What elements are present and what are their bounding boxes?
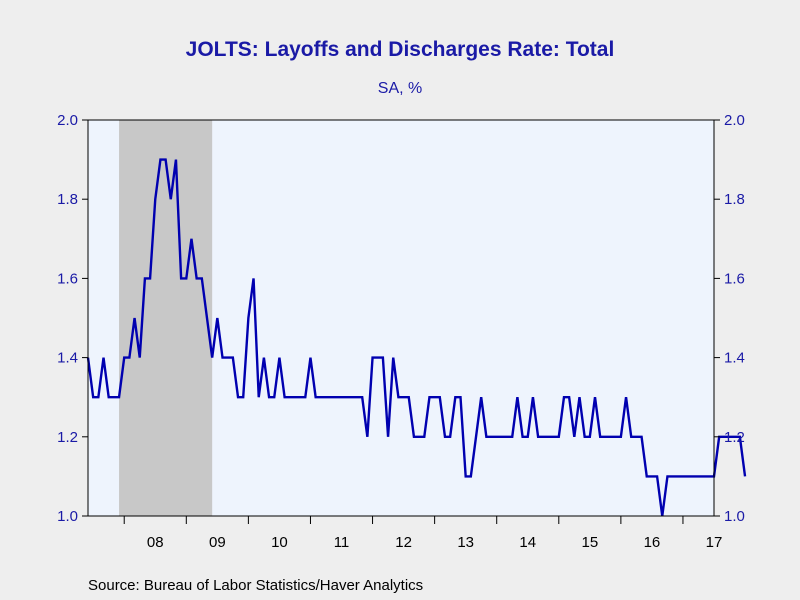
y-tick-label-left: 1.2: [57, 429, 78, 446]
y-tick-label-left: 1.4: [57, 350, 78, 367]
y-tick-label-left: 1.0: [57, 508, 78, 525]
recession-shading: [119, 120, 213, 516]
x-tick-label: 11: [334, 534, 350, 551]
x-tick-label: 13: [457, 534, 474, 551]
y-tick-label-left: 1.8: [57, 191, 78, 208]
y-axis-left: 1.0 1.2 1.4 1.6 1.8 2.0: [57, 112, 88, 525]
x-axis: 08 09 10 11 12 13 14 15 16 17: [123, 516, 723, 551]
chart-subtitle: SA, %: [378, 80, 422, 97]
y-tick-label-right: 1.0: [724, 508, 745, 525]
x-tick-label: 09: [209, 534, 226, 551]
y-tick-label-right: 2.0: [724, 112, 745, 129]
x-tick-label: 14: [519, 534, 536, 551]
chart-title: JOLTS: Layoffs and Discharges Rate: Tota…: [186, 38, 615, 61]
source-note: Source: Bureau of Labor Statistics/Haver…: [88, 577, 423, 594]
y-tick-label-right: 1.4: [724, 350, 745, 367]
x-tick-label: 15: [581, 534, 598, 551]
y-tick-label-right: 1.2: [724, 429, 745, 446]
y-tick-label-left: 1.6: [57, 270, 78, 287]
x-tick-label: 08: [147, 534, 164, 551]
y-tick-label-right: 1.8: [724, 191, 745, 208]
plot-frame: [87, 119, 715, 517]
x-tick-label: 16: [644, 534, 661, 551]
x-tick-label: 17: [706, 534, 723, 551]
x-tick-label: 10: [271, 534, 288, 551]
y-tick-label-left: 2.0: [57, 112, 78, 129]
x-tick-label: 12: [395, 534, 412, 551]
series-line-0: [86, 158, 747, 517]
y-tick-label-right: 1.6: [724, 270, 745, 287]
y-axis-right: 1.0 1.2 1.4 1.6 1.8 2.0: [714, 112, 745, 525]
plot-area: [86, 119, 747, 517]
